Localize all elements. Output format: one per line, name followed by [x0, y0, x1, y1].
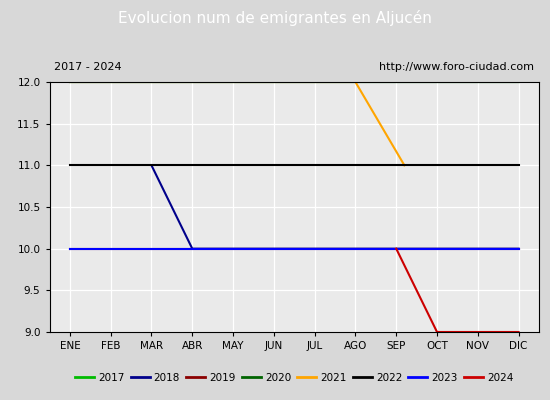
- Text: http://www.foro-ciudad.com: http://www.foro-ciudad.com: [379, 62, 534, 72]
- Text: 2017 - 2024: 2017 - 2024: [54, 62, 122, 72]
- Legend: 2017, 2018, 2019, 2020, 2021, 2022, 2023, 2024: 2017, 2018, 2019, 2020, 2021, 2022, 2023…: [71, 369, 518, 387]
- Text: Evolucion num de emigrantes en Aljucén: Evolucion num de emigrantes en Aljucén: [118, 10, 432, 26]
